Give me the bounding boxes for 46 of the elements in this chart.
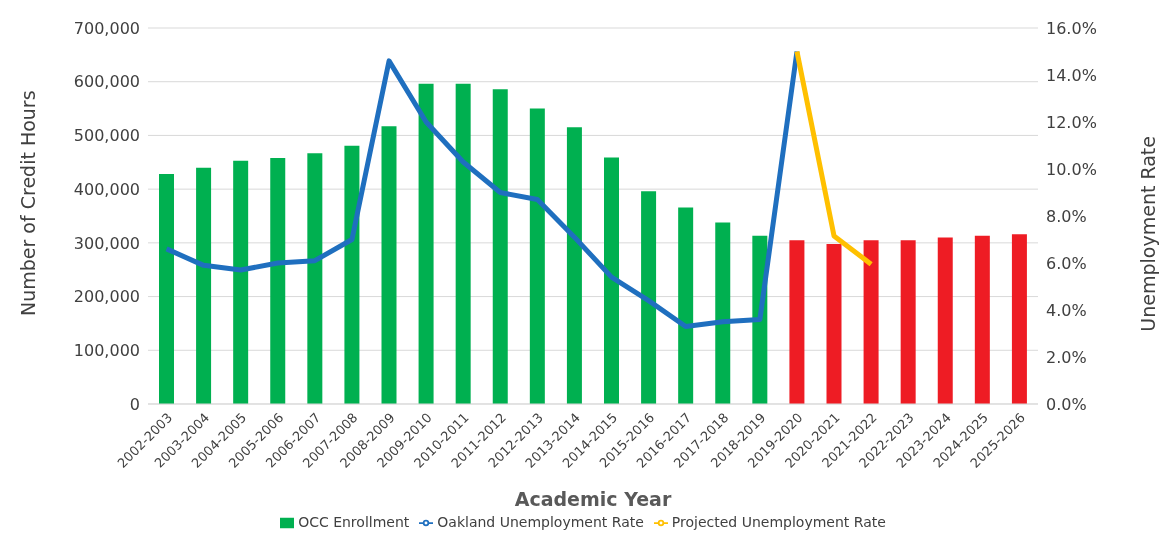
y-axis-title: Number of Credit Hours (16, 90, 39, 316)
y2-tick-label: 10.0% (1046, 159, 1097, 179)
bar (937, 237, 953, 404)
bar (789, 240, 805, 404)
y-tick-label: 400,000 (73, 179, 140, 199)
y-tick-label: 700,000 (73, 18, 140, 38)
bar (641, 191, 657, 404)
y-tick-label: 600,000 (73, 72, 140, 92)
y2-tick-label: 4.0% (1046, 300, 1087, 320)
bar (381, 126, 397, 404)
y-tick-label: 500,000 (73, 126, 140, 146)
y-tick-label: 200,000 (73, 287, 140, 307)
bar (1011, 234, 1027, 404)
legend-label: OCC Enrollment (298, 514, 410, 530)
y2-tick-label: 0.0% (1046, 394, 1087, 414)
bar (344, 145, 360, 404)
bar (826, 243, 842, 404)
x-axis-title: Academic Year (514, 488, 672, 510)
y-tick-label: 100,000 (73, 340, 140, 360)
y2-tick-label: 16.0% (1046, 18, 1097, 38)
y2-axis-title: Unemployment Rate (1136, 136, 1159, 332)
bar (455, 83, 471, 404)
y2-tick-label: 12.0% (1046, 112, 1097, 132)
bar (159, 174, 174, 404)
bar (270, 157, 286, 404)
bar (678, 207, 694, 404)
bar (418, 83, 434, 404)
y2-tick-label: 8.0% (1046, 206, 1087, 226)
bar (863, 240, 879, 404)
bar (715, 222, 731, 404)
bar (233, 160, 249, 404)
bar (900, 240, 916, 404)
bar (529, 108, 545, 404)
bar (196, 167, 212, 404)
bar (974, 235, 990, 404)
legend-label: Oakland Unemployment Rate (437, 514, 644, 530)
y2-tick-label: 6.0% (1046, 253, 1087, 273)
y-tick-label: 0 (129, 394, 140, 414)
bar (307, 153, 323, 404)
y-tick-label: 300,000 (73, 233, 140, 253)
bar (604, 157, 619, 404)
bar (566, 127, 582, 404)
bar (492, 89, 508, 404)
y2-tick-label: 14.0% (1046, 65, 1097, 85)
y2-tick-label: 2.0% (1046, 347, 1087, 367)
legend-label: Projected Unemployment Rate (671, 514, 886, 530)
